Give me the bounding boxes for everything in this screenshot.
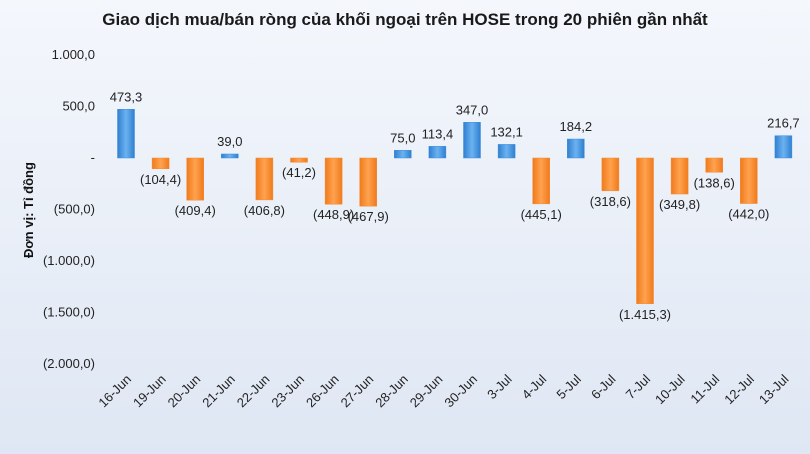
x-tick-label: 28-Jun	[372, 372, 411, 411]
y-tick-label: (1.000,0)	[43, 253, 95, 268]
data-label: 347,0	[456, 102, 489, 117]
x-tick-label: 21-Jun	[199, 372, 238, 411]
data-label: (448,9)	[313, 207, 354, 222]
bar	[324, 157, 343, 205]
data-label: (406,8)	[244, 203, 285, 218]
data-label: (104,4)	[140, 172, 181, 187]
x-tick-label: 5-Jul	[553, 371, 584, 402]
bar	[601, 157, 620, 192]
x-tick-label: 19-Jun	[130, 372, 169, 411]
bar	[636, 157, 654, 305]
bar	[497, 144, 516, 159]
y-tick-label: -	[91, 150, 95, 165]
chart-title: Giao dịch mua/bán ròng của khối ngoại tr…	[102, 10, 708, 29]
bar	[255, 157, 274, 201]
bar	[532, 157, 550, 205]
bar	[670, 157, 689, 195]
bar	[774, 135, 793, 159]
bar	[221, 153, 239, 159]
x-tick-label: 26-Jun	[303, 372, 342, 411]
x-tick-label: 16-Jun	[95, 372, 134, 411]
data-label: 132,1	[490, 124, 523, 139]
x-tick-label: 4-Jul	[519, 371, 550, 402]
y-tick-label: (1.500,0)	[43, 305, 95, 320]
bar	[394, 150, 412, 159]
data-label: (138,6)	[694, 175, 735, 190]
data-label: 113,4	[422, 126, 454, 141]
bar	[290, 157, 308, 163]
data-label: (318,6)	[590, 194, 631, 209]
data-label: 216,7	[767, 116, 800, 131]
data-label: (467,9)	[348, 209, 389, 224]
bar	[186, 157, 204, 201]
bar	[359, 157, 377, 207]
y-axis-label: Đơn vị: Tỉ đồng	[21, 162, 36, 258]
data-label: (1.415,3)	[619, 307, 671, 322]
x-tick-label: 22-Jun	[234, 372, 273, 411]
data-label: (349,8)	[659, 197, 700, 212]
data-label: (442,0)	[728, 207, 769, 222]
bar	[740, 157, 758, 204]
data-label: (445,1)	[521, 207, 562, 222]
bar	[151, 157, 170, 170]
x-tick-label: 23-Jun	[268, 372, 307, 411]
data-label: 184,2	[560, 119, 593, 134]
x-tick-label: 29-Jun	[407, 372, 446, 411]
y-tick-label: (2.000,0)	[43, 356, 95, 371]
y-tick-label: (500,0)	[54, 202, 95, 217]
x-tick-label: 13-Jul	[756, 371, 792, 407]
bar	[463, 122, 481, 159]
x-tick-label: 12-Jul	[721, 371, 757, 407]
x-tick-label: 11-Jul	[687, 371, 722, 406]
data-label: (41,2)	[282, 165, 316, 180]
data-label: (409,4)	[175, 203, 216, 218]
y-tick-label: 1.000,0	[52, 47, 95, 62]
y-tick-label: 500,0	[62, 99, 95, 114]
x-tick-label: 10-Jul	[652, 371, 688, 407]
data-label: 75,0	[390, 130, 415, 145]
bar	[428, 146, 447, 159]
x-tick-label: 7-Jul	[623, 371, 654, 402]
x-tick-label: 6-Jul	[588, 371, 619, 402]
bar	[705, 157, 723, 173]
x-tick-label: 3-Jul	[484, 371, 515, 402]
bar	[567, 138, 585, 159]
data-label: 39,0	[217, 134, 242, 149]
data-label: 473,3	[110, 89, 143, 104]
x-tick-label: 20-Jun	[165, 372, 204, 411]
bar	[117, 109, 135, 159]
x-tick-label: 30-Jun	[441, 372, 480, 411]
x-tick-label: 27-Jun	[338, 372, 377, 411]
